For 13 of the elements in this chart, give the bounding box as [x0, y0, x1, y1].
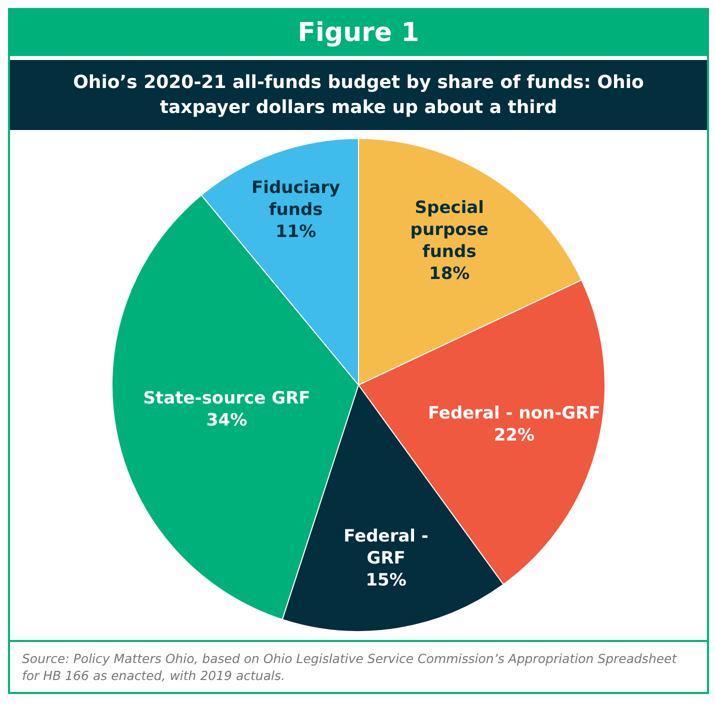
data-label: 34%: [206, 410, 248, 431]
data-label: 11%: [275, 222, 316, 242]
slice-label: State-source GRF: [143, 388, 310, 409]
slice-label: Federal - GRF: [344, 526, 428, 568]
chart-title: Figure 1: [10, 10, 707, 56]
slice-label: Special purpose funds: [410, 198, 488, 262]
slice-label: Federal - non-GRF: [428, 403, 600, 424]
slice-label: Fiduciary funds: [252, 178, 340, 220]
data-label: 18%: [429, 264, 470, 284]
chart-subtitle: Ohio’s 2020-21 all-funds budget by share of funds: Ohio taxpayer dollars make up about a third: [10, 60, 707, 130]
source-note: Source: Policy Matters Ohio, based on Ohio Legislative Service Commission’s Appropriation Spreadsheet for HB 166 as enacted, with 2019 actuals.: [22, 650, 678, 684]
data-label: 15%: [366, 570, 406, 590]
data-label: 22%: [494, 425, 535, 446]
